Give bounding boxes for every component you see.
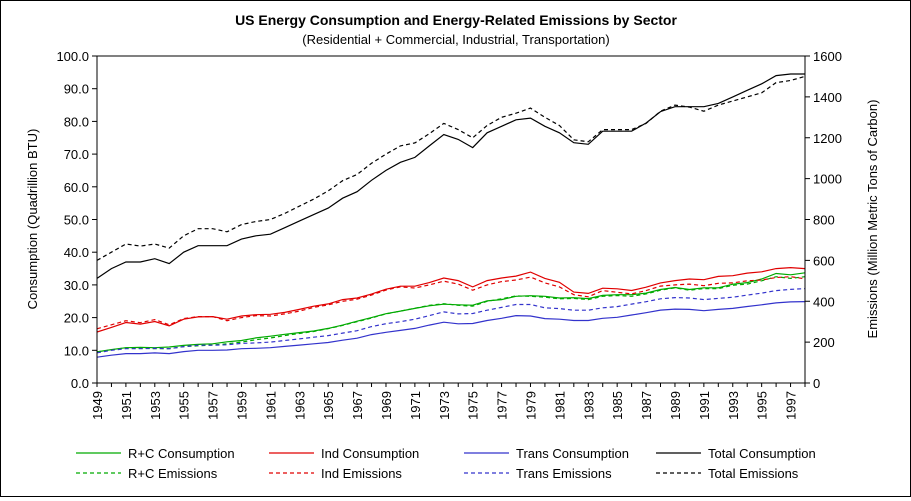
left-tick-label: 0.0 [71,376,89,391]
x-tick-label: 1991 [697,391,712,420]
left-tick-label: 100.0 [56,49,89,64]
left-tick-label: 10.0 [64,343,89,358]
left-tick-label: 40.0 [64,245,89,260]
legend-label: Trans Emissions [516,466,612,481]
right-tick-label: 400 [813,294,835,309]
legend-label: Total Emissions [708,466,799,481]
left-tick-label: 30.0 [64,278,89,293]
left-tick-label: 70.0 [64,147,89,162]
x-tick-label: 1989 [668,391,683,420]
left-axis-label: Consumption (Quadrillion BTU) [25,129,40,310]
series-lines [96,73,806,358]
plot-frame [96,55,806,384]
legend-label: Trans Consumption [516,446,629,461]
right-tick-label: 1000 [813,172,842,187]
x-tick-label: 1973 [437,391,452,420]
x-tick-label: 1967 [350,391,365,420]
legend: R+C Consumption Ind Consumption Trans Cons… [76,446,816,481]
legend-label: Ind Emissions [321,466,402,481]
x-tick-label: 1957 [206,391,221,420]
right-tick-label: 200 [813,335,835,350]
x-tick-label: 1993 [726,391,741,420]
x-tick-label: 1969 [379,391,394,420]
axes: 0.0 10.0 20.0 30.0 40.0 50.0 60.0 70.0 80.0 90.0 1… [56,49,841,420]
x-tick-label: 1983 [581,391,596,420]
x-tick-label: 1997 [784,391,799,420]
right-tick-label: 1200 [813,131,842,146]
left-tick-label: 90.0 [64,82,89,97]
x-tick-label: 1953 [148,391,163,420]
series-line-total-emissions [96,75,806,261]
x-tick-label: 1951 [119,391,134,420]
right-tick-label: 800 [813,213,835,228]
x-tick-label: 1977 [495,391,510,420]
legend-label: Total Consumption [708,446,816,461]
x-tick-label: 1979 [523,391,538,420]
x-tick-label: 1971 [408,391,423,420]
series-line-total-consumption [96,73,805,279]
right-axis-label: Emissions (Million Metric Tons of Carbon… [865,100,880,339]
series-line-trans-emissions [96,288,806,354]
x-tick-label: 1981 [552,391,567,420]
right-tick-label: 0 [813,376,820,391]
legend-label: R+C Emissions [128,466,218,481]
left-tick-label: 50.0 [64,213,89,228]
x-tick-label: 1965 [321,391,336,420]
x-tick-label: 1955 [177,391,192,420]
x-tick-label: 1975 [466,391,481,420]
left-tick-label: 80.0 [64,114,89,129]
chart-title: US Energy Consumption and Energy-Related… [235,12,677,28]
chart-subtitle: (Residential + Commercial, Industrial, T… [302,32,609,47]
x-tick-label: 1949 [90,391,105,420]
legend-label: R+C Consumption [128,446,235,461]
x-tick-label: 1995 [755,391,770,420]
series-line-ind-consumption [96,266,806,333]
x-tick-label: 1987 [639,391,654,420]
series-line-ind-emissions [96,276,806,330]
series-line-trans-consumption [96,301,806,358]
x-tick-label: 1961 [263,391,278,420]
right-tick-label: 1400 [813,90,842,105]
x-tick-label: 1985 [610,391,625,420]
right-tick-label: 1600 [813,49,842,64]
x-tick-label: 1959 [234,391,249,420]
right-tick-label: 600 [813,253,835,268]
series-line-r-c-emissions [96,276,806,353]
left-tick-label: 60.0 [64,180,89,195]
left-tick-label: 20.0 [64,311,89,326]
x-tick-label: 1963 [292,391,307,420]
legend-label: Ind Consumption [321,446,419,461]
